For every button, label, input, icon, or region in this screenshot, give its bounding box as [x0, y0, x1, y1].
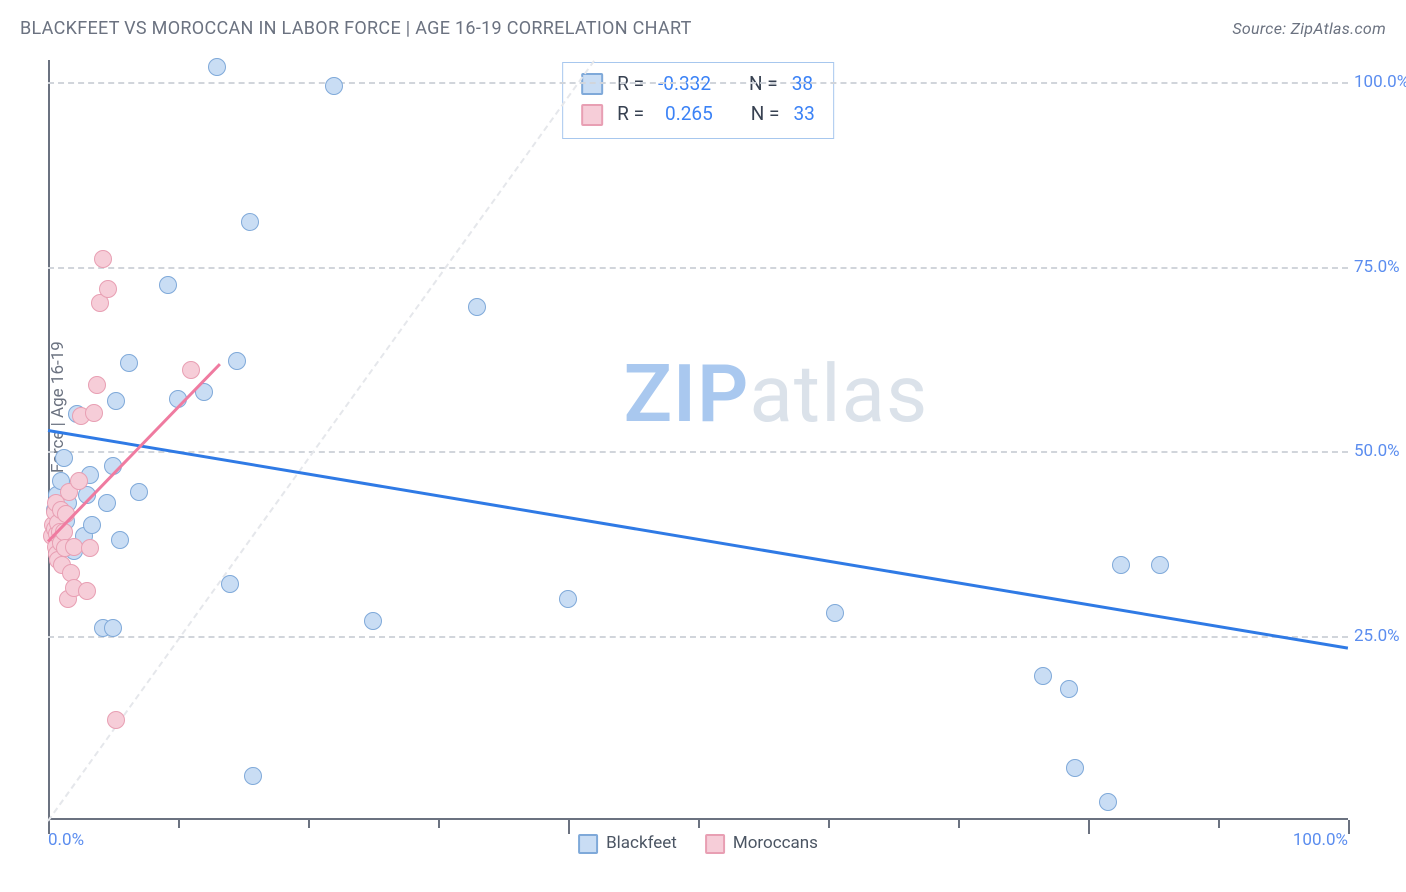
- trend-line: [48, 429, 1348, 650]
- watermark-zip: ZIP: [624, 347, 750, 441]
- gridline: [48, 636, 1348, 638]
- data-point: [98, 494, 116, 512]
- scatter-plot: In Labor Force | Age 16-19 ZIPatlas R = …: [48, 60, 1348, 820]
- stat-n-label: N =: [749, 69, 778, 99]
- data-point: [244, 767, 262, 785]
- data-point: [325, 77, 343, 95]
- data-point: [228, 352, 246, 370]
- y-axis-line: [48, 60, 50, 820]
- data-point: [1066, 759, 1084, 777]
- data-point: [130, 483, 148, 501]
- source-label: Source: ZipAtlas.com: [1232, 19, 1386, 38]
- data-point: [1151, 556, 1169, 574]
- gridline: [48, 267, 1348, 269]
- x-tick: [178, 820, 180, 828]
- reference-diagonal: [47, 60, 595, 821]
- data-point: [99, 280, 117, 298]
- data-point: [81, 539, 99, 557]
- watermark: ZIPatlas: [624, 347, 929, 441]
- stat-r-value-moroccans: 0.265: [665, 99, 713, 129]
- x-tick: [1218, 820, 1220, 828]
- data-point: [111, 531, 129, 549]
- gridline: [48, 451, 1348, 453]
- stat-row-blackfeet: R = -0.332 N = 38: [581, 69, 815, 99]
- data-point: [182, 361, 200, 379]
- x-tick: [828, 820, 830, 828]
- correlation-stat-box: R = -0.332 N = 38 R = 0.265 N = 33: [562, 62, 834, 139]
- data-point: [221, 575, 239, 593]
- legend-label: Blackfeet: [606, 833, 677, 853]
- x-tick-label: 0.0%: [48, 830, 84, 850]
- data-point: [55, 449, 73, 467]
- data-point: [1099, 793, 1117, 811]
- legend-item-moroccans: Moroccans: [705, 833, 818, 854]
- x-tick: [1088, 820, 1090, 834]
- swatch-moroccans-icon: [581, 104, 603, 126]
- data-point: [85, 404, 103, 422]
- y-tick-label: 50.0%: [1354, 441, 1400, 461]
- data-point: [120, 354, 138, 372]
- y-tick-label: 25.0%: [1354, 626, 1400, 646]
- swatch-blackfeet-icon: [581, 73, 603, 95]
- data-point: [94, 250, 112, 268]
- data-point: [78, 582, 96, 600]
- data-point: [159, 276, 177, 294]
- data-point: [88, 376, 106, 394]
- data-point: [559, 590, 577, 608]
- data-point: [826, 604, 844, 622]
- x-tick-label: 100.0%: [1293, 830, 1348, 850]
- stat-r-label: R =: [617, 69, 644, 99]
- stat-n-value-moroccans: 33: [793, 99, 814, 129]
- x-tick: [1348, 820, 1350, 834]
- stat-n-label: N =: [751, 99, 780, 129]
- swatch-moroccans-icon: [705, 834, 725, 854]
- y-tick-label: 75.0%: [1354, 257, 1400, 277]
- legend: Blackfeet Moroccans: [578, 833, 818, 854]
- data-point: [107, 392, 125, 410]
- data-point: [241, 213, 259, 231]
- gridline: [48, 82, 1348, 84]
- stat-r-value-blackfeet: -0.332: [658, 69, 711, 99]
- data-point: [70, 472, 88, 490]
- stat-r-label: R =: [617, 99, 644, 129]
- data-point: [104, 619, 122, 637]
- stat-row-moroccans: R = 0.265 N = 33: [581, 99, 815, 129]
- y-tick-label: 100.0%: [1354, 72, 1406, 92]
- data-point: [1034, 667, 1052, 685]
- data-point: [468, 298, 486, 316]
- stat-n-value-blackfeet: 38: [792, 69, 813, 99]
- x-tick: [438, 820, 440, 828]
- swatch-blackfeet-icon: [578, 834, 598, 854]
- chart-title: BLACKFEET VS MOROCCAN IN LABOR FORCE | A…: [20, 18, 692, 39]
- x-tick: [698, 820, 700, 828]
- x-tick: [568, 820, 570, 834]
- data-point: [208, 58, 226, 76]
- data-point: [364, 612, 382, 630]
- x-tick: [958, 820, 960, 828]
- legend-item-blackfeet: Blackfeet: [578, 833, 677, 854]
- data-point: [1112, 556, 1130, 574]
- data-point: [1060, 680, 1078, 698]
- data-point: [107, 711, 125, 729]
- x-tick: [308, 820, 310, 828]
- data-point: [83, 516, 101, 534]
- watermark-atlas: atlas: [749, 347, 928, 441]
- legend-label: Moroccans: [733, 833, 818, 853]
